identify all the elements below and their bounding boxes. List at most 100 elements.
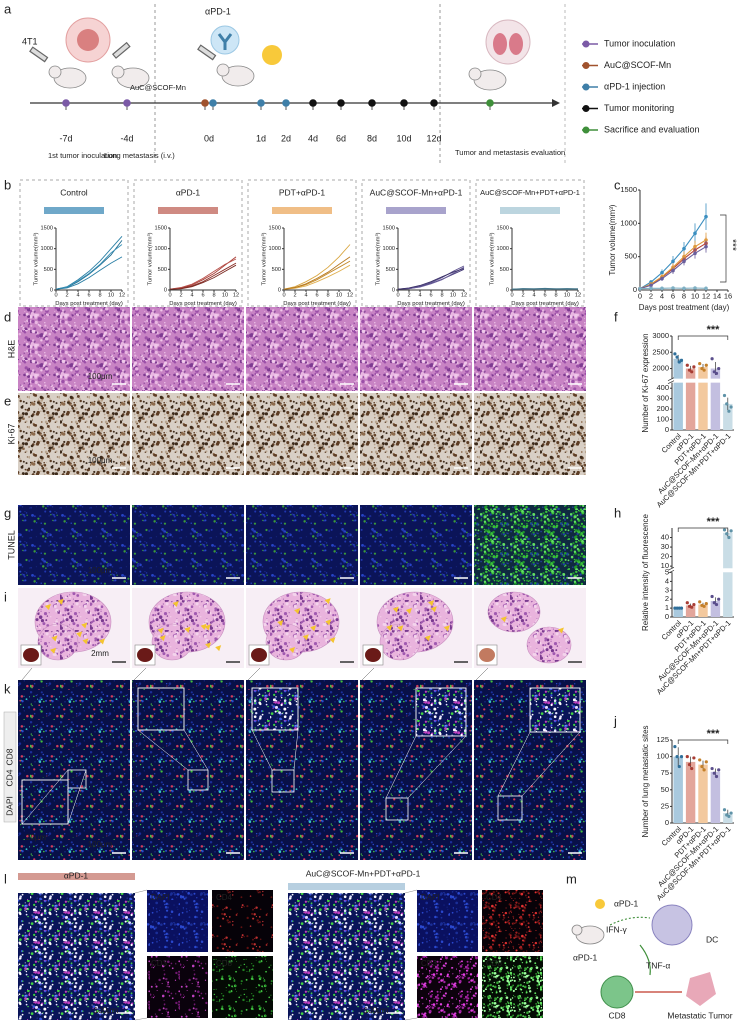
metastasis-arrow <box>159 635 166 642</box>
data-point <box>693 286 697 290</box>
group-bar <box>272 207 332 214</box>
zoom-box <box>67 769 87 789</box>
metastasis-arrow <box>184 626 191 633</box>
data-point <box>712 771 716 775</box>
legend-dot <box>582 105 590 112</box>
channel-label: CD8 <box>4 748 14 765</box>
bar <box>698 366 708 430</box>
metastasis-arrow <box>405 607 412 614</box>
panel-label: d <box>4 309 11 324</box>
data-point <box>722 528 727 532</box>
y-axis-label: Tumor volume(mm³) <box>375 232 381 285</box>
series-line <box>397 268 465 290</box>
data-point <box>710 594 714 599</box>
metastasis-arrow <box>294 608 301 615</box>
y-tick-label: 125 <box>656 735 669 744</box>
channel-label: CD4 <box>4 769 14 786</box>
tumor-icon <box>686 972 716 1006</box>
scale-text: 2mm <box>91 649 109 658</box>
significance: *** <box>707 516 721 528</box>
x-tick-label: 8 <box>98 293 101 299</box>
x-tick-label: 2 <box>65 293 68 299</box>
micrograph <box>360 393 472 475</box>
channel-image <box>212 890 273 952</box>
x-tick-label: 0 <box>54 293 57 299</box>
legend-dot <box>582 126 590 134</box>
chart-title: PDT+αPD-1 <box>279 187 326 197</box>
data-point <box>649 283 653 288</box>
metastasis-arrow <box>443 625 450 632</box>
x-tick-label: 12 <box>575 293 581 299</box>
data-point <box>712 370 716 374</box>
micrograph <box>18 505 130 585</box>
data-point <box>638 286 642 291</box>
bar <box>710 600 721 617</box>
arrow <box>639 944 651 976</box>
data-point <box>690 766 694 771</box>
series-line <box>55 256 123 290</box>
significance-bracket <box>677 739 729 744</box>
y-tick-label: 1000 <box>269 246 281 252</box>
bar <box>673 608 683 617</box>
antibody-icon <box>217 33 233 50</box>
data-point <box>702 368 706 372</box>
x-tick-label: 16 <box>724 292 732 301</box>
panel-frame <box>475 179 585 307</box>
zoom-box <box>385 797 409 821</box>
row-label: H&E <box>6 340 16 359</box>
data-point <box>704 363 708 367</box>
day-label: 1d <box>256 133 266 143</box>
y-tick-label: 0 <box>665 818 669 827</box>
channel-label: CD4 <box>216 893 233 902</box>
y-tick-label: 1000 <box>155 246 167 252</box>
connector <box>133 667 147 681</box>
y-tick-label: 2500 <box>652 347 669 356</box>
x-tick-label: 4 <box>660 292 664 301</box>
group-bar <box>18 873 135 880</box>
day-label: -7d <box>59 133 72 143</box>
significance-bracket <box>677 527 729 532</box>
zoom-line <box>293 729 299 771</box>
y-tick-label: 0 <box>665 425 669 434</box>
zoom-inset <box>529 687 581 733</box>
diagram-label: CD8 <box>608 1010 625 1020</box>
timeline-dot <box>400 99 408 107</box>
y-tick-label: 40 <box>661 533 669 542</box>
panel-frame <box>361 179 471 307</box>
zoom-line <box>385 735 417 799</box>
metastasis-arrow <box>172 600 179 607</box>
channel-label: CD3 <box>151 959 168 968</box>
day-label: 4d <box>308 133 318 143</box>
tumor-icon <box>77 29 99 51</box>
panel-label: b <box>4 177 11 192</box>
row-label: TUNEL <box>6 530 16 560</box>
y-tick-label: 4 <box>665 576 669 585</box>
micrograph <box>360 307 472 391</box>
x-tick-label: 2 <box>407 293 410 299</box>
data-point <box>671 286 675 290</box>
panel-label: a <box>4 1 12 16</box>
metastasis-arrow <box>157 627 164 634</box>
day-label: 8d <box>367 133 377 143</box>
metastasis-arrow <box>557 627 564 634</box>
significance: *** <box>707 324 721 336</box>
data-point <box>660 276 664 281</box>
micrograph <box>474 307 586 391</box>
axis-break <box>669 378 734 383</box>
x-tick-label: 8 <box>682 292 686 301</box>
y-tick-label: 0 <box>50 287 53 293</box>
metastasis-arrow <box>57 598 64 605</box>
metastasis-arrow <box>277 620 284 627</box>
series-line <box>55 244 123 290</box>
x-tick-label: 6 <box>87 293 90 299</box>
metastasis-arrow <box>200 623 207 630</box>
micrograph <box>288 893 405 1020</box>
lung-section <box>487 591 541 633</box>
row-label: Ki-67 <box>6 423 16 444</box>
metastasis-arrow <box>302 634 309 641</box>
y-tick-label: 1500 <box>383 225 395 231</box>
data-point <box>704 286 708 291</box>
metastasis-arrow <box>50 647 57 654</box>
x-tick-label: 4 <box>532 293 535 299</box>
